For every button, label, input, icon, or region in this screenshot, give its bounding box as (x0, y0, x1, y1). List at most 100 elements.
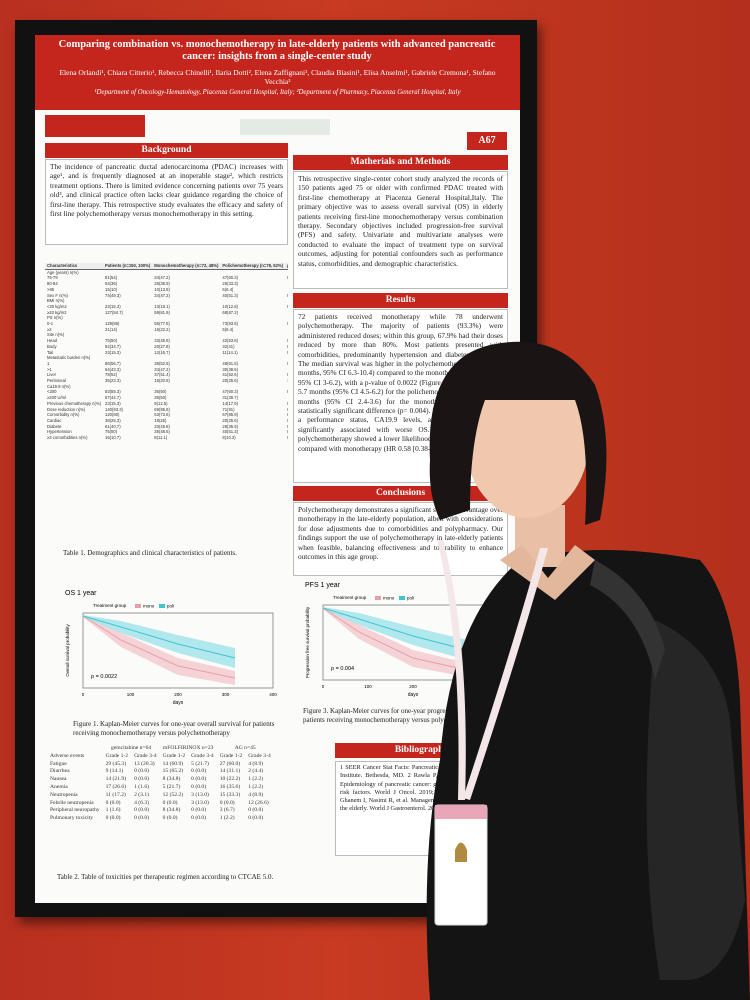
table-cell: 64(43.3) (105, 366, 121, 372)
table-cell: 8 (34.8) (162, 776, 181, 783)
poster-header: Comparing combination vs. monochemothera… (35, 35, 520, 110)
table-cell: ≥20 kg/m2 (47, 309, 67, 315)
x-axis-label: days (173, 700, 184, 706)
table-row: ≥2 21(14) 16(22.2) 5(6.4) (45, 327, 288, 333)
survival-curve (82, 615, 236, 659)
table-row: Hypertension 75(50) 35(48.6) 40(51.3) 0.67 (45, 429, 288, 435)
table-cell: 4 (6.3) (134, 799, 150, 806)
table-cell: 71(91) (222, 406, 235, 412)
table-cell: 20(27.8) (154, 343, 170, 349)
table-cell: 21(14) (105, 326, 118, 332)
table-row: Previous chemotherapy n(%) 23(15.3) 9(12.5… (45, 401, 288, 407)
table-cell: Febrile neutropenia (50, 799, 94, 806)
table-cell: 16 (35.6) (219, 783, 241, 790)
table-cell: 1 (2.2) (219, 815, 235, 822)
figure-caption: Figure 3. Kaplan-Meier curves for one-ye… (303, 707, 507, 724)
table-header-cell: Adverse events (50, 752, 85, 759)
section-heading: Matherials and Methods (293, 155, 508, 170)
table-header-cell: Grade 3-4 (191, 752, 214, 759)
table-row: Cardiac 38(25.3) 18(25) 20(25.6) 0.78 (45, 418, 288, 424)
table-cell: 5 (21.7) (162, 783, 181, 790)
table-cell: 18(25) (154, 417, 167, 423)
table-cell: 20(25.6) (222, 378, 238, 384)
table-cell: 33(45.8) (154, 423, 170, 429)
table-row: Site n(%) (45, 332, 288, 338)
table-cell: 23(15.3) (105, 303, 121, 309)
table-cell: 0.91 (285, 435, 288, 441)
table-cell: 3 (13.0) (191, 791, 209, 798)
table-cell: 38(25.3) (105, 417, 121, 423)
survival-curve (322, 607, 468, 651)
table-cell: Body (47, 343, 57, 349)
table-cell: 1 (2.2) (248, 783, 264, 790)
table-cell: 0.78 (285, 418, 288, 424)
table-cell: 0.71 (285, 401, 288, 407)
table-cell: 0 (0.0) (134, 807, 150, 814)
table-cell: 11(14.1) (222, 349, 238, 355)
x-tick-label: 200 (174, 692, 182, 697)
table-cell: 10(13.9) (154, 286, 170, 292)
table-cell: 0.67 (285, 429, 288, 435)
table-cell: Diabete (47, 423, 62, 429)
table-cell: 0.53 (285, 389, 288, 395)
table-cell: 0.48 (285, 344, 288, 350)
table-cell: 127(84.7) (105, 309, 123, 315)
table-cell: 2 (4.4) (248, 768, 264, 775)
badge (434, 804, 488, 926)
poster-id: A67 (467, 132, 507, 150)
table-cell: 47(60.3) (222, 275, 238, 281)
table-cell: 41(52.6) (222, 372, 238, 378)
lanyard (437, 540, 466, 800)
table-row: Anemia 17 (26.6) 1 (1.6) 5 (21.7) 0 (0.0) 16 … (47, 784, 274, 792)
table-cell: 16(22.2) (154, 326, 170, 332)
section-text: This retrospective single-center cohort … (293, 171, 508, 289)
table-cell: 16(10.7) (105, 435, 121, 441)
table-cell: 140(93.3) (105, 406, 123, 412)
table-cell: 61(40.7) (105, 423, 121, 429)
table-cell: 12 (26.6) (248, 799, 269, 806)
legend-swatch (135, 604, 141, 608)
table-cell: 52(34.7) (105, 343, 121, 349)
table-cell: 14(17.9) (222, 400, 238, 406)
table-row: Characteristics Patients (n=150, 100%) Mon… (45, 263, 288, 270)
table-header-cell: Characteristics (45, 263, 103, 270)
table-cell: 69(95.8) (154, 406, 170, 412)
table-header-cell: Grade 1-2 (219, 752, 243, 759)
x-tick-label: 100 (364, 684, 372, 689)
legend-swatch (159, 604, 165, 608)
figure-caption: Figure 1. Kaplan-Meier curves for one-ye… (73, 720, 275, 737)
table-cell: 86(56.7) (105, 360, 121, 366)
table-cell: 9 (14.1) (105, 768, 124, 775)
table-cell: 0 (0.0) (248, 815, 264, 822)
table-cell: Previous chemotherapy n(%) (47, 400, 101, 406)
table-cell: 0.74 (285, 293, 288, 299)
table-cell: 0 (0.0) (162, 815, 178, 822)
table-cell: 0.01 (285, 321, 288, 327)
table-cell: Peripheral neuropathy (50, 807, 100, 814)
table-cell: 1 (1.6) (105, 807, 121, 814)
table-cell: 0.04 (285, 424, 288, 430)
table-cell: Age (years) n(%) (47, 269, 79, 275)
table-cell: 0 (0.0) (134, 815, 150, 822)
table-cell: 13(18.1) (154, 303, 170, 309)
table-cell: 75(50) (105, 429, 118, 435)
ci-band (83, 615, 235, 685)
legend-label: mono (143, 604, 155, 609)
table-cell: ≥2 (47, 326, 52, 332)
table-row: Ca19.9 n(%) (45, 384, 288, 390)
table-header-cell: Grade 3-4 (248, 752, 271, 759)
table-cell: 0.17 (285, 275, 288, 281)
table-cell: 13 (20.3) (134, 760, 155, 767)
table-row: >85 15(10) 10(13.9) 5(6.4) (45, 287, 288, 293)
table-row: Dose reduction n(%) 140(93.3) 69(95.8) 71(9… (45, 407, 288, 413)
table-cell: 80-84 (47, 281, 58, 287)
table-cell: 73(93.6) (222, 321, 238, 327)
table-row: 80-84 54(36) 28(38.9) 26(33.3) (45, 281, 288, 287)
table-cell: 67(85.9) (222, 412, 238, 418)
table-cell: 29 (45.3) (105, 760, 127, 767)
table-cell: 0.99 (285, 350, 288, 356)
table-cell: 36(50) (154, 395, 167, 401)
table-cell: 59(81.9) (154, 309, 170, 315)
table-cell: 40(51.3) (222, 429, 238, 435)
